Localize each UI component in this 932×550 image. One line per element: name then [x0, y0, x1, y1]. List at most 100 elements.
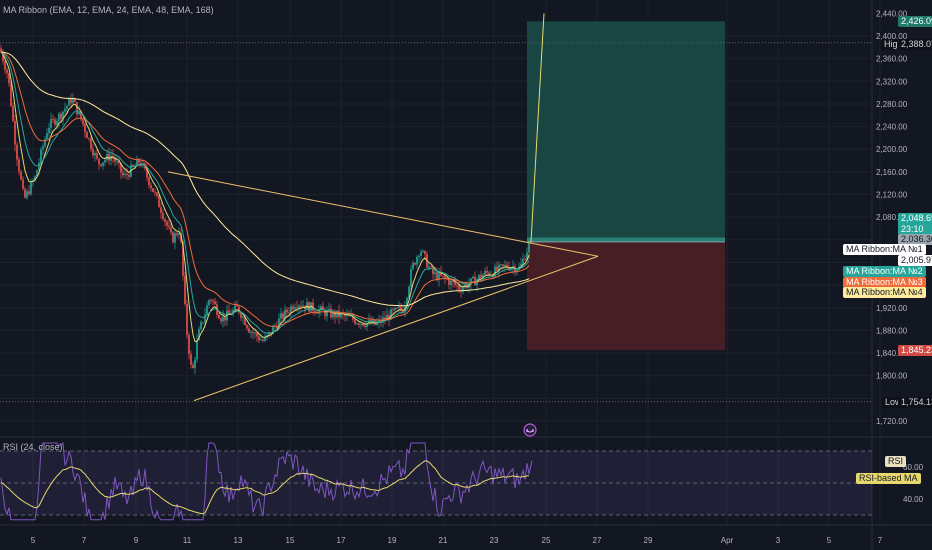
candle-body — [488, 272, 490, 276]
candle-body — [400, 306, 402, 310]
candle-body — [118, 161, 120, 164]
candle-body — [214, 301, 216, 305]
time-tick-label: 7 — [82, 536, 87, 545]
candle-body — [148, 177, 150, 186]
candle-body — [102, 162, 104, 166]
candle-body — [388, 314, 390, 320]
candle-body — [346, 314, 348, 316]
candle-body — [320, 306, 322, 310]
candle-body — [444, 275, 446, 279]
candle-body — [384, 317, 386, 320]
candle-body — [114, 157, 116, 162]
candle-body — [436, 272, 438, 280]
time-tick-label: 9 — [134, 536, 139, 545]
candle-countdown: 23:10 — [901, 224, 924, 234]
candle-body — [62, 111, 64, 119]
candle-body — [232, 309, 234, 315]
price-tick-label: 2,160.00 — [876, 168, 908, 177]
candle-body — [80, 111, 82, 120]
candle-body — [268, 332, 270, 336]
candle-body — [352, 315, 354, 320]
price-axis-ticks: 2,440.00 2,400.00 2,360.00 2,320.00 2,280.00… — [876, 9, 908, 426]
candle-body — [502, 264, 504, 266]
candle-body — [318, 309, 320, 314]
candle-body — [166, 221, 168, 226]
candle-body — [314, 310, 316, 313]
candle-body — [28, 191, 30, 195]
magnet-icon-shape — [526, 428, 534, 433]
candle-body — [486, 270, 488, 273]
candle-body — [356, 323, 358, 325]
candle-body — [82, 119, 84, 125]
candle-body — [154, 192, 156, 193]
candle-body — [136, 159, 138, 166]
candle-body — [250, 332, 252, 333]
candle-body — [138, 159, 140, 163]
candle-body — [2, 51, 4, 62]
candle-body — [472, 276, 474, 279]
price-tick-label: 2,400.00 — [876, 32, 908, 41]
candle-body — [448, 279, 450, 285]
candle-body — [158, 195, 160, 208]
candles-group — [0, 44, 530, 375]
candle-body — [420, 251, 422, 256]
candle-body — [358, 323, 360, 325]
candle-body — [174, 233, 176, 243]
candle-body — [18, 159, 20, 172]
candle-body — [484, 270, 486, 275]
candle-body — [292, 306, 294, 310]
candle-body — [300, 305, 302, 307]
candle-body — [248, 328, 250, 333]
candle-body — [340, 313, 342, 318]
ma3-name-label: MA Ribbon:MA №3 — [843, 277, 926, 288]
candle-body — [126, 173, 128, 175]
low-price-label: 1,754.13 — [898, 397, 932, 408]
candle-body — [414, 262, 416, 265]
ma1-name-label: MA Ribbon:MA №1 — [843, 244, 926, 255]
candle-body — [190, 354, 192, 365]
candle-body — [90, 138, 92, 149]
candle-body — [334, 311, 336, 318]
candle-body — [520, 264, 522, 267]
candle-body — [210, 300, 212, 301]
magnet-icon-ring — [523, 423, 537, 437]
candle-body — [336, 310, 338, 318]
candle-body — [30, 181, 32, 195]
candle-body — [14, 121, 16, 145]
candle-body — [194, 359, 196, 368]
rsi-tag: RSI — [885, 456, 907, 467]
candle-body — [390, 309, 392, 320]
ma3-line — [0, 51, 530, 328]
candle-body — [386, 314, 388, 320]
candle-body — [72, 99, 74, 104]
magnet-icon[interactable] — [523, 423, 537, 437]
candle-body — [206, 305, 208, 315]
candle-body — [256, 332, 258, 337]
price-tick-label: 2,200.00 — [876, 145, 908, 154]
candle-body — [324, 309, 326, 317]
candle-body — [50, 118, 52, 128]
candle-body — [182, 241, 184, 276]
candle-body — [432, 267, 434, 275]
candle-body — [94, 153, 96, 156]
candle-body — [450, 280, 452, 285]
candle-body — [254, 332, 256, 334]
candle-body — [296, 307, 298, 309]
candle-body — [8, 73, 10, 84]
candle-body — [332, 311, 334, 318]
candle-body — [170, 227, 172, 233]
candle-body — [0, 48, 2, 52]
rsi-tick-label: 40.00 — [903, 495, 924, 504]
candle-body — [36, 170, 38, 176]
rsi-title[interactable]: RSI (24, close) — [3, 442, 63, 452]
candle-body — [196, 340, 198, 360]
candle-body — [124, 173, 126, 176]
candle-body — [140, 162, 142, 166]
ma4-name-label: MA Ribbon:MA №4 — [843, 287, 926, 298]
price-tick-label: 1,840.00 — [876, 349, 908, 358]
candle-body — [290, 306, 292, 313]
ma-ribbon-title[interactable]: MA Ribbon (EMA, 12, EMA, 24, EMA, 48, EM… — [3, 5, 214, 15]
candle-body — [440, 272, 442, 276]
candle-body — [326, 310, 328, 317]
